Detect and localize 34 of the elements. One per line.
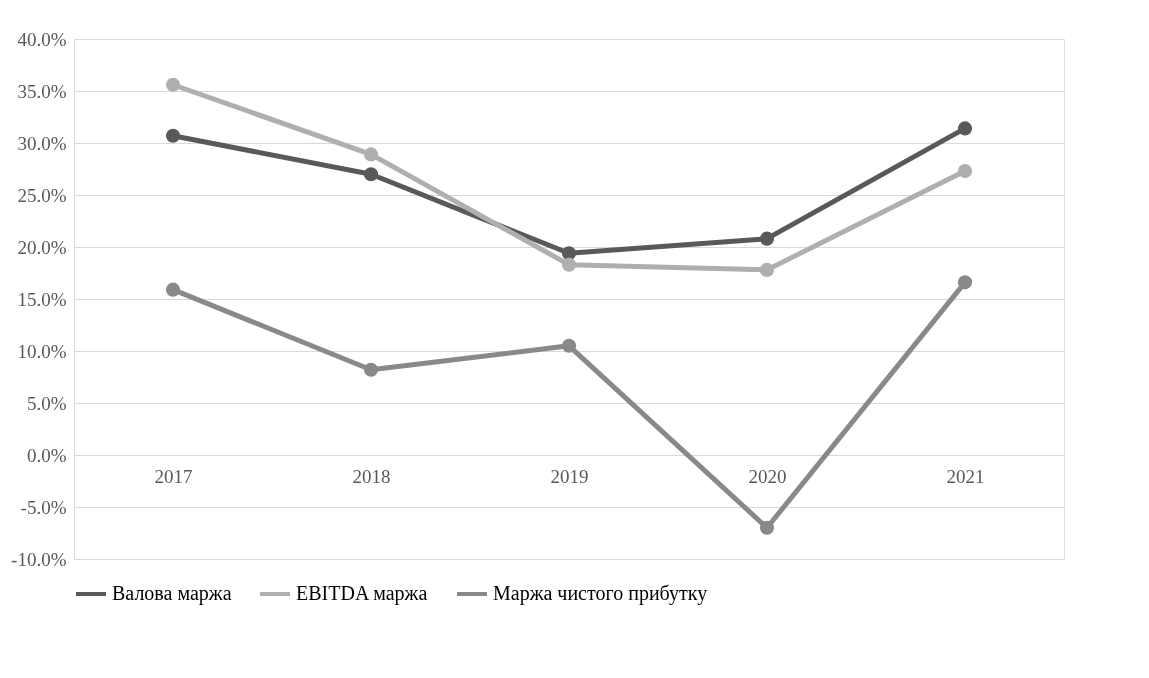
legend-label: Валова маржа bbox=[112, 582, 232, 605]
y-tick-label: 35.0% bbox=[17, 80, 67, 102]
legend-label: EBITDA маржа bbox=[296, 582, 428, 605]
legend-label: Маржа чистого прибутку bbox=[493, 582, 708, 605]
point bbox=[363, 362, 379, 377]
x-tick-label: 2018 bbox=[352, 465, 391, 487]
point bbox=[957, 121, 973, 136]
point bbox=[957, 275, 973, 290]
point bbox=[759, 262, 775, 277]
y-tick-label: 25.0% bbox=[17, 184, 67, 206]
y-tick-label: 10.0% bbox=[17, 340, 67, 362]
x-tick-label: 2019 bbox=[550, 465, 589, 487]
y-tick-label: 30.0% bbox=[17, 132, 67, 154]
point bbox=[165, 128, 181, 143]
y-tick-label: 20.0% bbox=[17, 236, 67, 258]
y-tick-label: 15.0% bbox=[17, 288, 67, 310]
point bbox=[561, 246, 577, 261]
point bbox=[561, 338, 577, 353]
point bbox=[165, 282, 181, 297]
y-tick-label: 0.0% bbox=[26, 444, 67, 466]
y-tick-label: -10.0% bbox=[11, 548, 67, 570]
y-tick-label: 40.0% bbox=[17, 28, 67, 50]
point bbox=[759, 231, 775, 246]
x-tick-label: 2020 bbox=[748, 465, 787, 487]
y-tick-label: 5.0% bbox=[26, 392, 67, 414]
point bbox=[759, 520, 775, 535]
x-tick-label: 2017 bbox=[154, 465, 193, 487]
point bbox=[363, 167, 379, 182]
x-tick-label: 2021 bbox=[946, 465, 985, 487]
point bbox=[561, 257, 577, 272]
y-tick-label: -5.0% bbox=[20, 496, 67, 518]
point bbox=[957, 164, 973, 179]
point bbox=[165, 77, 181, 92]
point bbox=[363, 147, 379, 162]
